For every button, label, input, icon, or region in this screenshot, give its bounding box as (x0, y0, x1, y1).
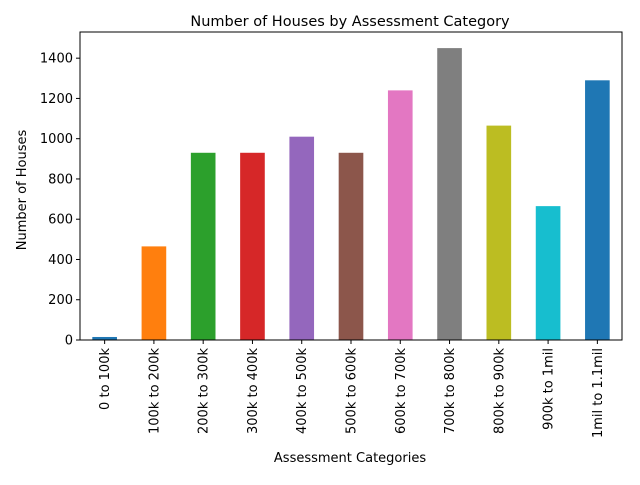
bar-2 (190, 152, 216, 340)
x-tick-label: 200k to 300k (197, 348, 212, 434)
x-tick-label: 400k to 500k (295, 348, 310, 434)
y-tick-label: 1400 (40, 52, 73, 67)
y-tick-label: 600 (48, 213, 73, 228)
x-axis-title: Assessment Categories (274, 451, 426, 466)
y-tick-label: 400 (48, 253, 73, 268)
y-tick-label: 800 (48, 172, 73, 187)
y-tick-label: 0 (65, 334, 73, 349)
bar-6 (387, 90, 413, 340)
bar-0 (92, 336, 117, 340)
bars-layer (92, 48, 610, 340)
x-tick-label: 0 to 100k (98, 348, 113, 410)
y-axis-ticks: 0 200 400 600 800 1000 1200 1400 (40, 52, 80, 349)
bar-5 (338, 152, 364, 340)
bar-10 (585, 80, 610, 340)
y-axis-title: Number of Houses (15, 130, 30, 251)
x-tick-label: 300k to 400k (246, 348, 261, 434)
x-tick-label: 600k to 700k (394, 348, 409, 434)
chart-title: Number of Houses by Assessment Category (190, 14, 510, 30)
bar-9 (535, 206, 561, 340)
y-tick-label: 1200 (40, 92, 73, 107)
y-tick-label: 200 (48, 293, 73, 308)
bar-7 (437, 48, 462, 340)
x-tick-label: 1mil to 1.1mil (591, 348, 606, 438)
bar-1 (141, 246, 167, 340)
bar-4 (289, 136, 315, 340)
x-axis-ticks: 0 to 100k 100k to 200k 200k to 300k 300k to… (98, 340, 606, 438)
y-tick-label: 1000 (40, 132, 73, 147)
x-tick-label: 900k to 1mil (542, 348, 557, 430)
x-tick-label: 100k to 200k (147, 348, 162, 434)
x-tick-label: 500k to 600k (345, 348, 360, 434)
bar-3 (240, 152, 265, 340)
x-tick-label: 700k to 800k (443, 348, 458, 434)
x-tick-label: 800k to 900k (492, 348, 507, 434)
bar-8 (486, 125, 512, 340)
